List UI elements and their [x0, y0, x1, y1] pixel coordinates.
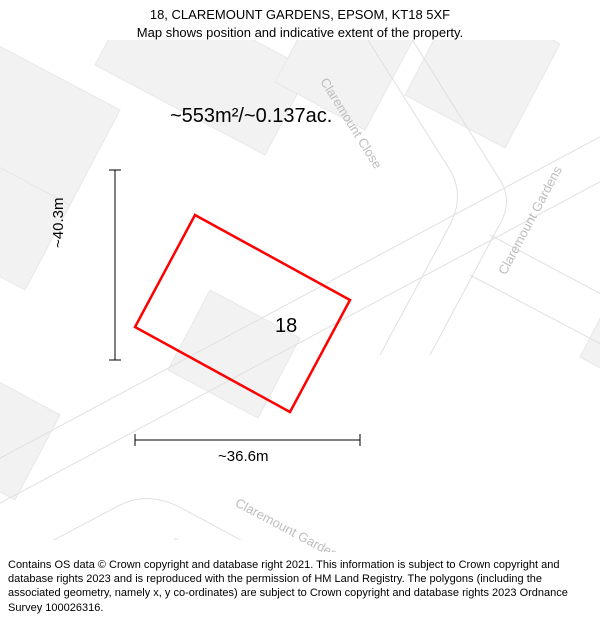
copyright-footer: Contains OS data © Crown copyright and d… — [0, 552, 600, 625]
plot-number: 18 — [275, 315, 297, 338]
height-dimension: ~40.3m — [50, 198, 67, 248]
page-title: 18, CLAREMOUNT GARDENS, EPSOM, KT18 5XF — [10, 6, 590, 24]
area-label: ~553m²/~0.137ac. — [170, 105, 332, 128]
page-subtitle: Map shows position and indicative extent… — [10, 24, 590, 42]
header: 18, CLAREMOUNT GARDENS, EPSOM, KT18 5XF … — [0, 0, 600, 43]
map-canvas: ~553m²/~0.137ac. 18 ~40.3m ~36.6m Clarem… — [0, 40, 600, 540]
width-dimension: ~36.6m — [218, 448, 268, 465]
